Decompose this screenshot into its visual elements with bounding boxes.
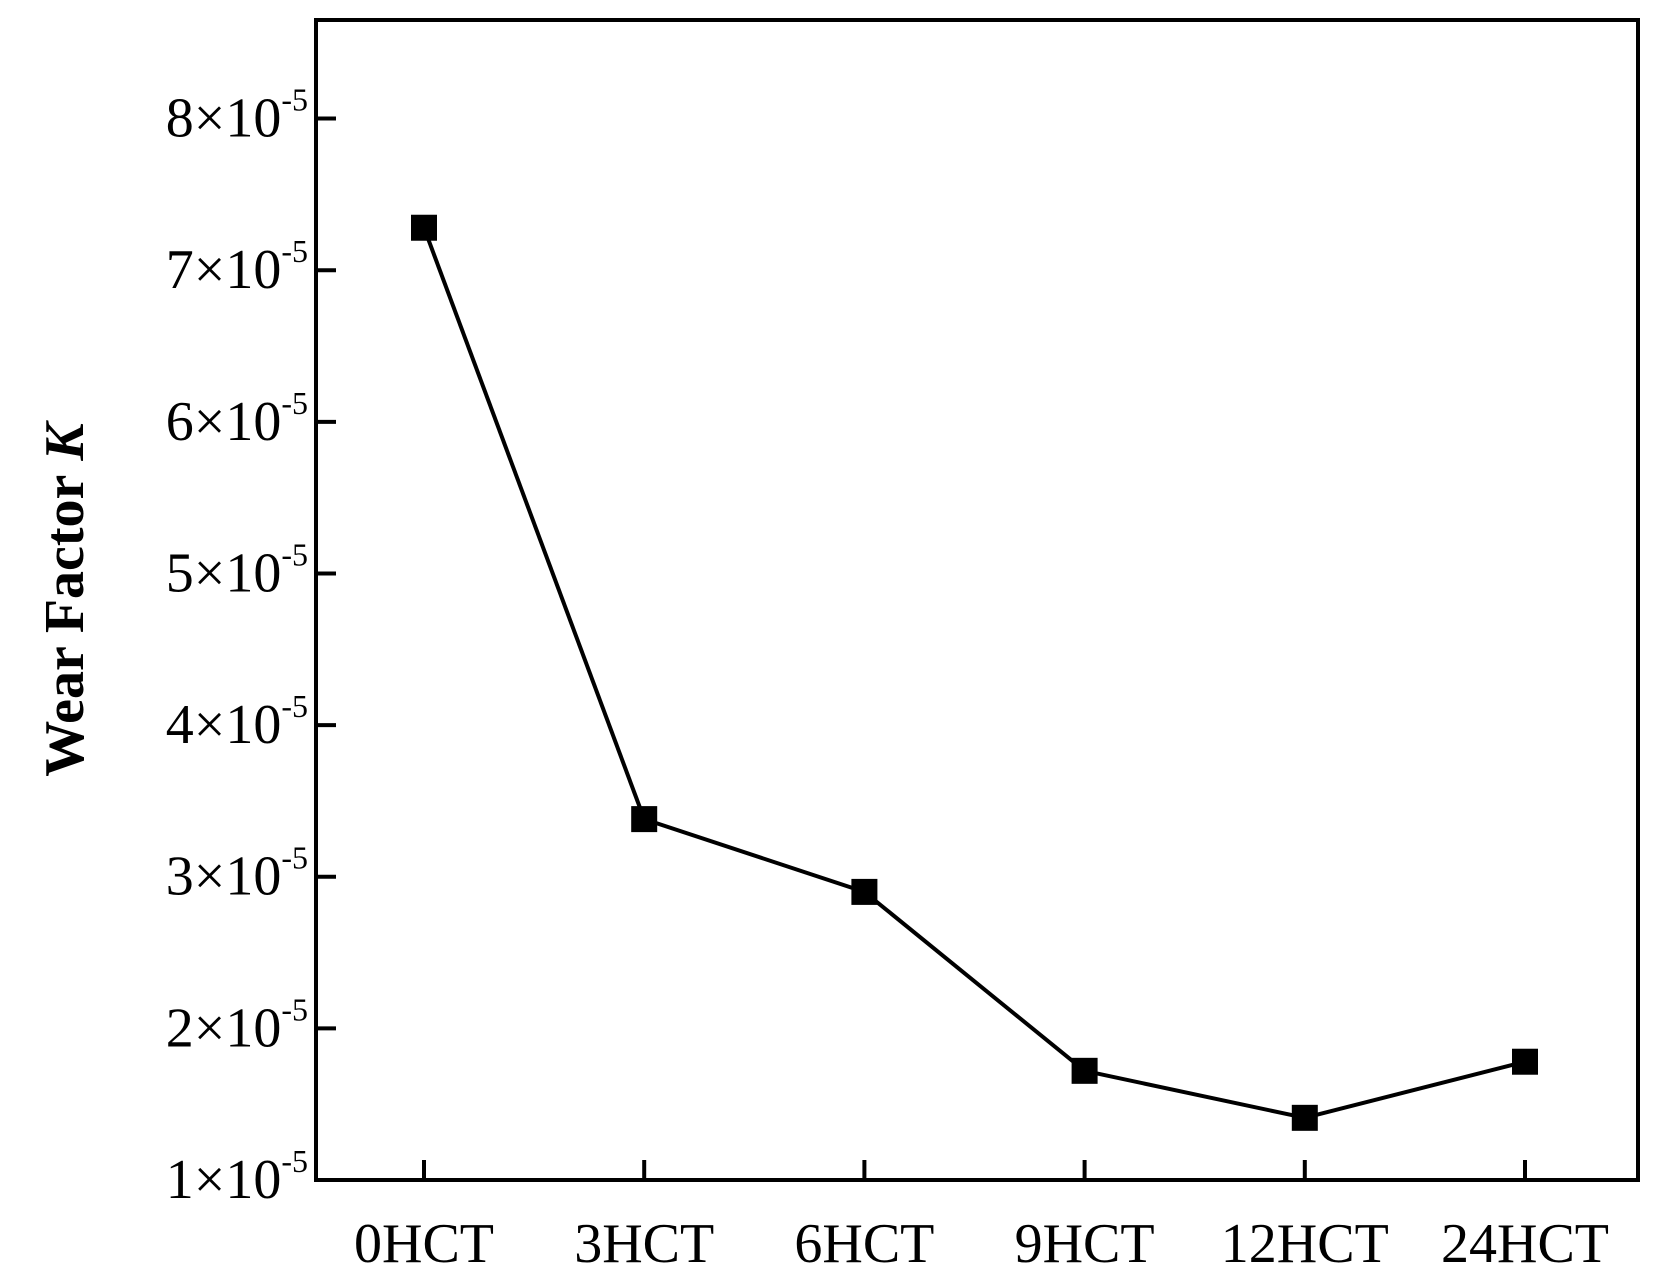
x-tick-label: 6HCT [794,1213,934,1273]
x-tick-label: 3HCT [574,1213,714,1273]
y-tick-label: 2×10-5 [166,991,308,1059]
y-tick-label: 4×10-5 [166,688,308,756]
data-point-marker [1071,1057,1098,1084]
x-tick-label: 9HCT [1015,1213,1155,1273]
y-tick-label: 5×10-5 [166,536,308,604]
y-tick-exponent: -5 [281,536,308,572]
y-tick-label: 8×10-5 [166,82,308,150]
y-tick-exponent: -5 [281,82,308,118]
series-line-segment [1304,1059,1526,1120]
y-tick-label: 1×10-5 [166,1143,308,1211]
data-point-marker [631,806,658,833]
data-point-marker [1512,1048,1538,1075]
x-tick-label: 24HCT [1441,1213,1609,1273]
y-axis-label: Wear Factor K [34,420,96,777]
y-tick-mantissa: 6×10 [166,391,282,453]
series-line-segment [1084,1068,1306,1120]
y-tick-mantissa: 7×10 [166,239,282,301]
y-tick-mantissa: 2×10 [166,997,282,1059]
y-axis-ticks: 1×10-52×10-53×10-54×10-55×10-56×10-57×10… [166,82,336,1211]
y-tick-mantissa: 5×10 [166,542,282,604]
data-point-marker [851,878,878,905]
y-tick-exponent: -5 [281,385,308,421]
plot-area [314,18,1640,1182]
series-layer [411,214,1538,1131]
y-tick-mantissa: 3×10 [166,846,282,908]
y-tick-label: 6×10-5 [166,385,308,453]
series-line-segment [643,817,866,894]
series-line-segment [422,227,647,820]
y-tick-label: 3×10-5 [166,840,308,908]
y-axis-label-text: Wear Factor [34,475,96,777]
series-line-segment [863,890,1086,1073]
y-tick-mantissa: 8×10 [166,88,282,150]
y-tick-exponent: -5 [281,840,308,876]
y-tick-mantissa: 4×10 [166,694,282,756]
x-tick-label: 0HCT [354,1213,494,1273]
y-tick-label: 7×10-5 [166,233,308,301]
x-axis-ticks: 0HCT 3HCT 6HCT 9HCT 12HCT 24HCT [354,1160,1609,1273]
y-axis-label-symbol: K [34,420,96,462]
y-tick-exponent: -5 [281,688,308,724]
x-tick-label: 12HCT [1221,1213,1389,1273]
data-point-marker [411,214,437,241]
y-tick-mantissa: 1×10 [166,1149,282,1211]
y-tick-exponent: -5 [281,1143,308,1179]
y-tick-exponent: -5 [281,233,308,269]
plot-frame [314,18,1640,1182]
y-tick-exponent: -5 [281,991,308,1027]
data-point-marker [1291,1104,1318,1131]
